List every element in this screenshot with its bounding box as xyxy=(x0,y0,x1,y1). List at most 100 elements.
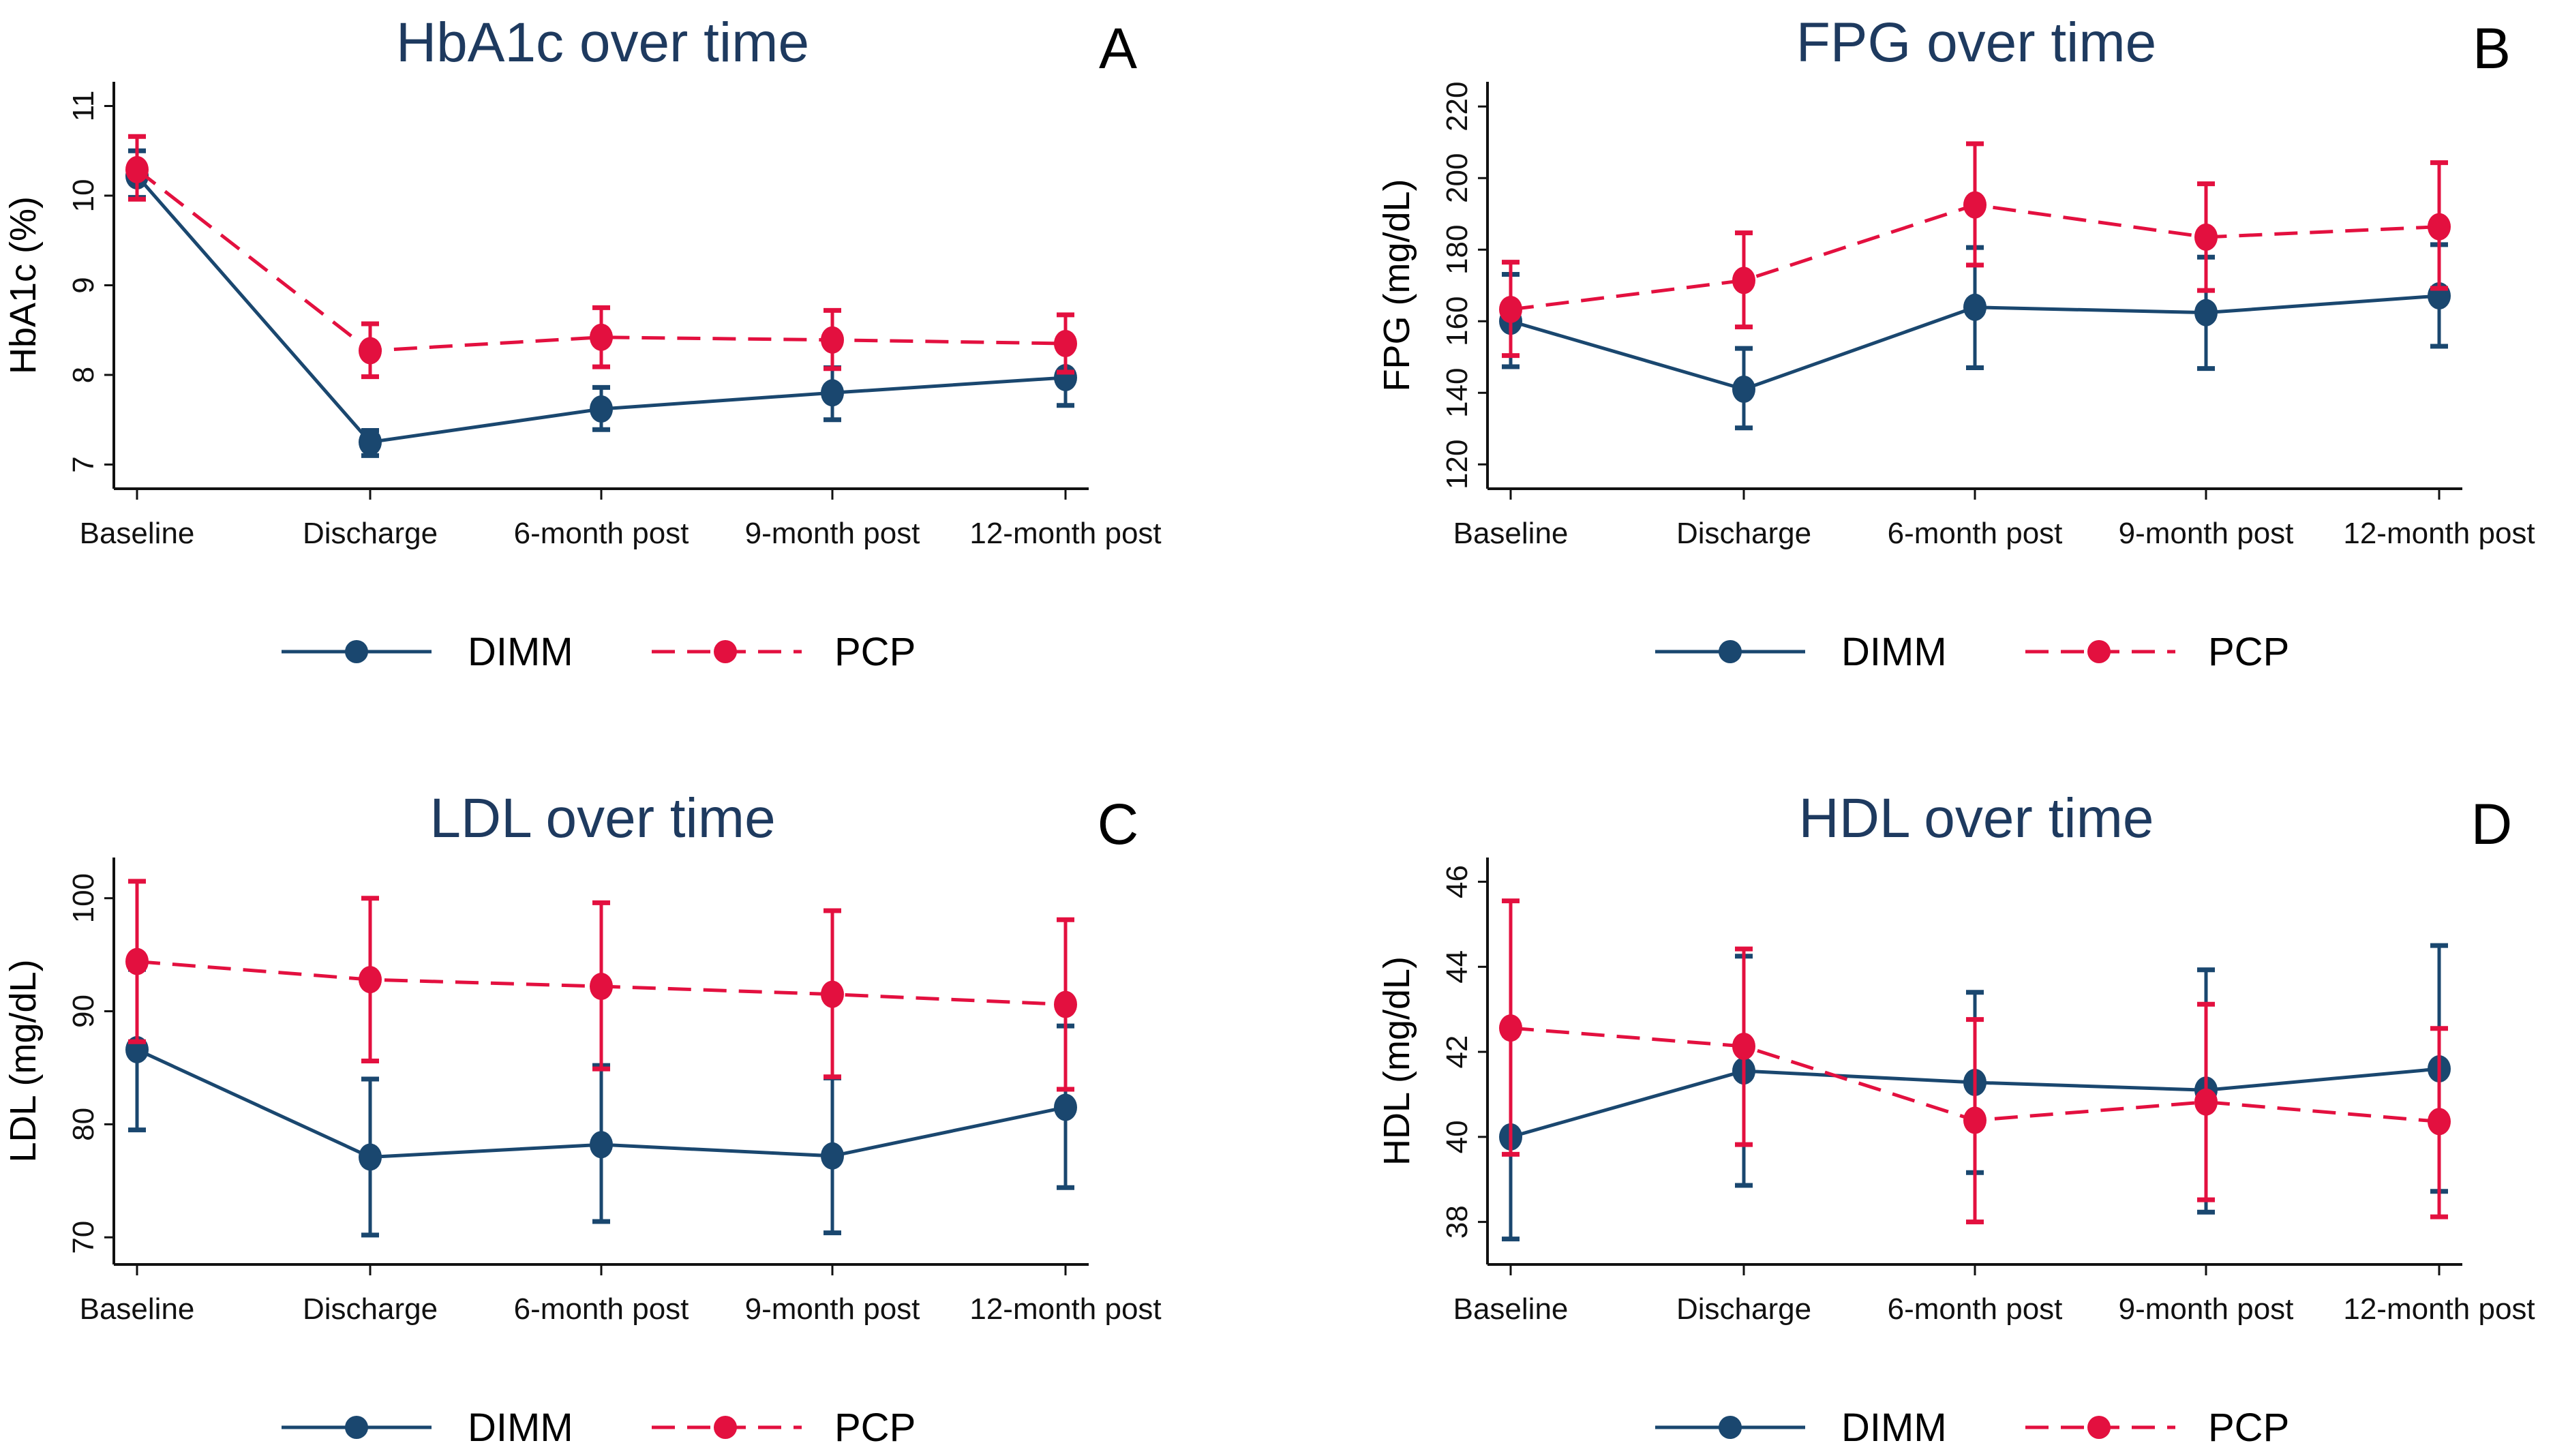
x-tick-label: Baseline xyxy=(80,1292,195,1326)
series-pcp xyxy=(1499,898,2451,1225)
legend-label-dimm: DIMM xyxy=(1841,1406,1947,1450)
y-axis-label: HbA1c (%) xyxy=(3,196,44,374)
panel-letter: C xyxy=(1098,792,1139,856)
legend-marker-dimm xyxy=(345,640,368,663)
data-point xyxy=(2428,1108,2451,1136)
x-tick-label: Discharge xyxy=(1676,1292,1811,1326)
data-point xyxy=(2194,223,2218,251)
data-point xyxy=(2428,213,2451,241)
y-tick-label: 46 xyxy=(1440,865,1474,898)
data-point xyxy=(125,947,149,975)
data-point xyxy=(125,155,149,183)
x-tick-label: 6-month post xyxy=(514,1292,689,1326)
x-tick-label: 9-month post xyxy=(2119,1292,2294,1326)
y-tick-label: 180 xyxy=(1440,225,1474,275)
legend-label-pcp: PCP xyxy=(2208,630,2289,674)
panel-letter: A xyxy=(1099,16,1137,80)
legend-marker-pcp xyxy=(714,1416,737,1439)
legend-marker-dimm xyxy=(1719,1416,1742,1439)
y-tick-label: 200 xyxy=(1440,153,1474,203)
legend-marker-pcp xyxy=(2087,640,2111,663)
data-point xyxy=(821,379,844,407)
y-tick-label: 70 xyxy=(67,1221,100,1254)
data-point xyxy=(359,428,382,456)
y-tick-label: 7 xyxy=(67,456,100,472)
y-tick-label: 8 xyxy=(67,367,100,383)
y-tick-label: 100 xyxy=(67,873,100,923)
x-tick-label: 12-month post xyxy=(969,1292,1161,1326)
chart-panel-b: FPG over time B 120 140 160 180 200 220 FPG (mg/… xyxy=(1376,12,2535,674)
y-tick-label: 160 xyxy=(1440,297,1474,346)
chart-panel-a: HbA1c over time A 7 8 9 10 11 HbA1c (%) Baseline… xyxy=(3,12,1162,674)
data-point xyxy=(590,395,613,423)
y-tick-label: 10 xyxy=(67,179,100,213)
data-point xyxy=(2194,1088,2218,1116)
data-point xyxy=(2194,299,2218,327)
legend-label-pcp: PCP xyxy=(834,630,916,674)
data-point xyxy=(359,337,382,365)
legend: DIMM PCP xyxy=(1655,1406,2289,1450)
x-tick-label: Baseline xyxy=(1453,517,1569,550)
y-tick-label: 42 xyxy=(1440,1035,1474,1069)
chart-title: LDL over time xyxy=(429,787,775,849)
chart-panel-c: LDL over time C 70 80 90 100 LDL (mg/dL) Baseli… xyxy=(3,787,1162,1450)
data-point xyxy=(1963,1106,1986,1134)
y-tick-label: 40 xyxy=(1440,1120,1474,1153)
x-tick-label: Baseline xyxy=(80,517,195,550)
chart-title: HbA1c over time xyxy=(396,12,809,74)
data-point xyxy=(1054,990,1077,1018)
data-point xyxy=(590,973,613,1001)
y-tick-label: 140 xyxy=(1440,368,1474,418)
y-tick-label: 38 xyxy=(1440,1205,1474,1239)
data-point xyxy=(1499,295,1522,323)
panel-letter: D xyxy=(2471,792,2513,856)
x-tick-label: 6-month post xyxy=(1888,1292,2063,1326)
series-pcp xyxy=(125,134,1077,380)
legend-label-dimm: DIMM xyxy=(468,630,573,674)
data-point xyxy=(1963,293,1986,321)
x-tick-label: 12-month post xyxy=(969,517,1161,550)
data-point xyxy=(1732,376,1755,404)
legend: DIMM PCP xyxy=(1655,630,2289,674)
chart-title: HDL over time xyxy=(1799,787,2154,849)
y-tick-label: 11 xyxy=(67,91,100,122)
panel-letter: B xyxy=(2473,16,2511,80)
y-tick-label: 220 xyxy=(1440,82,1474,132)
x-tick-label: 9-month post xyxy=(2119,517,2294,550)
legend: DIMM PCP xyxy=(282,630,916,674)
data-point xyxy=(1054,329,1077,357)
data-point xyxy=(1054,1093,1077,1121)
x-tick-label: Discharge xyxy=(303,517,438,550)
legend-marker-pcp xyxy=(2087,1416,2111,1439)
x-tick-label: Discharge xyxy=(1676,517,1811,550)
legend-marker-dimm xyxy=(1719,640,1742,663)
y-tick-label: 90 xyxy=(67,995,100,1028)
y-axis-label: HDL (mg/dL) xyxy=(1376,956,1417,1166)
data-point xyxy=(1732,1032,1755,1060)
x-tick-label: 12-month post xyxy=(2343,517,2535,550)
series-pcp xyxy=(1499,141,2451,359)
data-point xyxy=(821,326,844,354)
x-tick-label: 12-month post xyxy=(2343,1292,2535,1326)
x-tick-label: Baseline xyxy=(1453,1292,1569,1326)
chart-title: FPG over time xyxy=(1796,12,2157,74)
legend-label-pcp: PCP xyxy=(2208,1406,2289,1450)
y-tick-label: 120 xyxy=(1440,440,1474,489)
x-tick-label: 6-month post xyxy=(1888,517,2063,550)
legend-label-dimm: DIMM xyxy=(468,1406,573,1450)
data-point xyxy=(359,966,382,994)
series-dimm xyxy=(1499,242,2451,431)
data-point xyxy=(1732,267,1755,294)
data-point xyxy=(590,323,613,351)
y-axis-label: FPG (mg/dL) xyxy=(1376,179,1417,391)
chart-panel-d: HDL over time D 38 40 42 44 46 HDL (mg/dL) Basel… xyxy=(1376,787,2535,1450)
data-point xyxy=(359,1143,382,1171)
legend-label-dimm: DIMM xyxy=(1841,630,1947,674)
series-pcp xyxy=(125,879,1077,1092)
data-point xyxy=(1963,191,1986,219)
data-point xyxy=(821,1142,844,1170)
y-tick-label: 9 xyxy=(67,277,100,293)
x-tick-label: 9-month post xyxy=(745,517,920,550)
series-dimm xyxy=(125,148,1077,458)
